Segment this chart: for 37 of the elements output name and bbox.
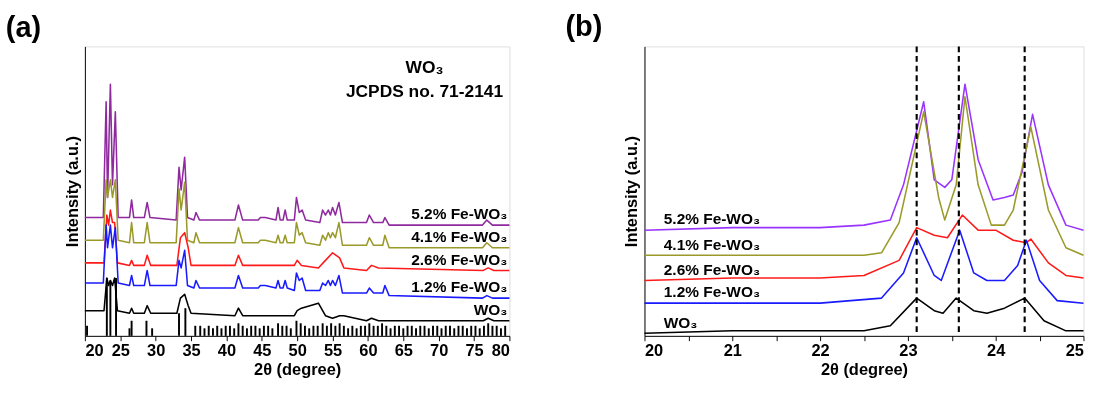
x-tick-label: 25 (111, 340, 130, 359)
series-label: 1.2% Fe-WO₃ (411, 278, 508, 296)
chart-title: (a) (5, 10, 42, 43)
x-tick-label: 23 (899, 340, 918, 359)
y-axis-title: Intensity (a.u.) (62, 136, 81, 248)
series-label: 5.2% Fe-WO₃ (411, 205, 508, 223)
x-tick-label: 21 (723, 340, 742, 359)
x-tick-label: 24 (987, 340, 1007, 359)
x-tick-label: 22 (811, 340, 830, 359)
x-tick-label: 30 (147, 340, 166, 359)
series-label: 5.2% Fe-WO₃ (663, 210, 761, 228)
x-tick-label: 60 (359, 340, 378, 359)
annotation: JCPDS no. 71-2141 (345, 80, 504, 101)
x-axis-title: 2θ (degree) (254, 359, 342, 378)
x-axis-title: 2θ (degree) (820, 359, 909, 378)
series-label: 1.2% Fe-WO₃ (663, 283, 761, 301)
series-label: 2.6% Fe-WO₃ (663, 260, 761, 278)
series-label: 4.1% Fe-WO₃ (411, 227, 508, 245)
series-label: WO₃ (663, 313, 698, 331)
x-tick-label: 75 (465, 340, 484, 359)
x-tick-label: 20 (644, 340, 664, 359)
x-tick-label: 50 (288, 340, 307, 359)
series-label: 4.1% Fe-WO₃ (663, 235, 761, 253)
x-tick-label: 80 (491, 340, 510, 359)
x-tick-label: 70 (430, 340, 449, 359)
text: WO₃ (405, 57, 444, 78)
x-tick-label: 45 (253, 340, 272, 359)
x-tick-label: 25 (1065, 340, 1084, 359)
chart-title: (b) (565, 9, 603, 42)
y-axis-title: Intensity (a.u.) (622, 136, 641, 248)
x-tick-label: 65 (394, 340, 413, 359)
x-tick-label: 55 (323, 340, 343, 359)
x-tick-label: 40 (217, 340, 237, 359)
x-tick-label: 35 (182, 340, 201, 359)
series-label: WO₃ (473, 300, 508, 318)
x-tick-label: 20 (85, 340, 104, 359)
series-label: 2.6% Fe-WO₃ (411, 250, 508, 268)
